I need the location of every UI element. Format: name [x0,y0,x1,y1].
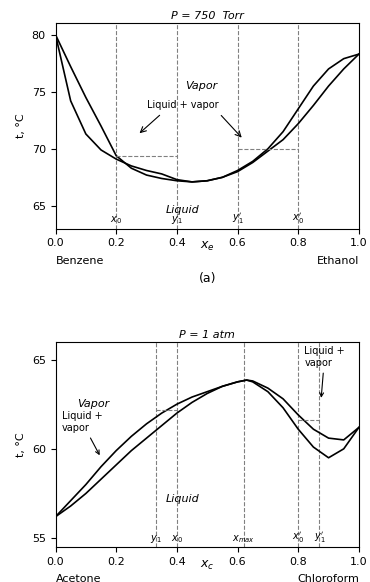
Y-axis label: t, °C: t, °C [16,432,26,457]
Text: Liquid: Liquid [166,205,200,215]
Text: $y_1$: $y_1$ [171,214,183,226]
Text: Liquid +
vapor: Liquid + vapor [61,411,102,454]
Text: Chloroform: Chloroform [297,574,359,582]
Text: $x_0$: $x_0$ [171,534,183,545]
Text: Acetone: Acetone [56,574,101,582]
Title: P = 750  Torr: P = 750 Torr [171,11,243,21]
Text: Benzene: Benzene [56,255,104,265]
Text: (a): (a) [198,272,216,285]
Title: P = 1 atm: P = 1 atm [179,329,235,339]
Text: $y_1$: $y_1$ [150,533,161,545]
Text: $x_0'$: $x_0'$ [292,212,304,226]
Text: $x_0'$: $x_0'$ [292,531,304,545]
Text: $x_0$: $x_0$ [110,215,122,226]
Text: $x_e$: $x_e$ [200,240,215,253]
Text: Liquid +
vapor: Liquid + vapor [304,346,345,396]
Text: Liquid: Liquid [166,494,200,504]
Y-axis label: t, °C: t, °C [16,113,26,139]
Text: $x_c$: $x_c$ [200,559,214,572]
Text: $x_{max}$: $x_{max}$ [232,534,255,545]
Text: Ethanol: Ethanol [316,255,359,265]
Text: $y_1'$: $y_1'$ [232,212,243,226]
Text: Vapor: Vapor [77,399,109,409]
Text: Liquid + vapor: Liquid + vapor [147,100,219,110]
Text: $y_1'$: $y_1'$ [314,531,325,545]
Text: Vapor: Vapor [185,81,217,91]
